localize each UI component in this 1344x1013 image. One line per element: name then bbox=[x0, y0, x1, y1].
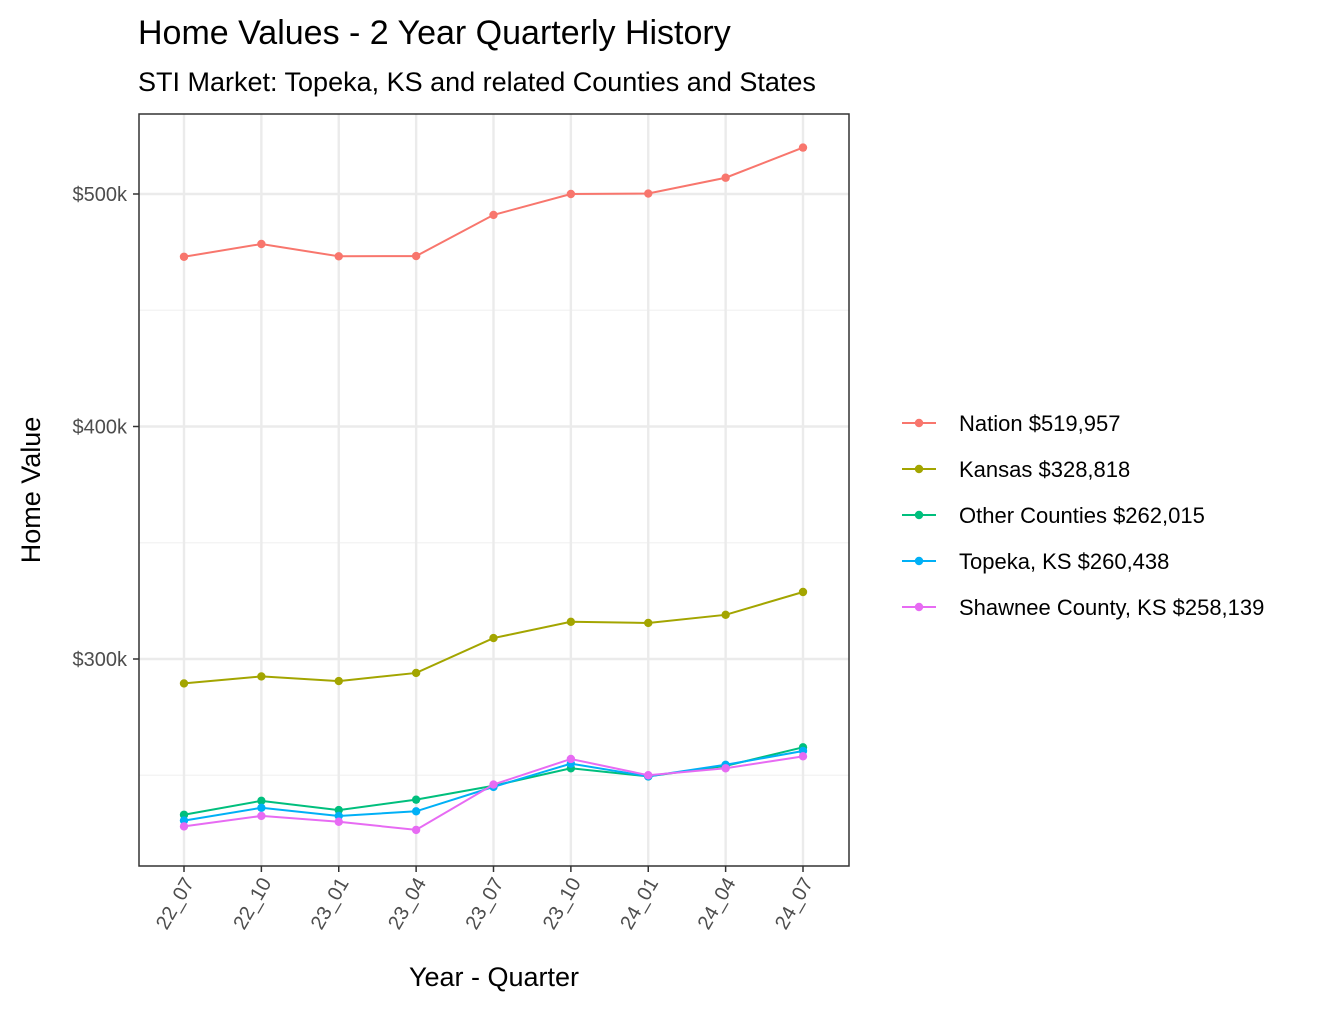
y-tick-label: $400k bbox=[73, 417, 128, 439]
data-point bbox=[257, 672, 266, 681]
data-point bbox=[179, 822, 189, 831]
data-point bbox=[411, 795, 421, 804]
chart-subtitle: STI Market: Topeka, KS and related Count… bbox=[138, 67, 816, 97]
x-tick-label: 22_10 bbox=[229, 874, 276, 933]
data-point bbox=[566, 754, 576, 764]
y-axis: $300k $400k $500k bbox=[73, 184, 139, 671]
data-point bbox=[721, 173, 730, 182]
x-tick-label: 23_10 bbox=[539, 874, 586, 933]
data-point bbox=[334, 811, 343, 821]
data-point bbox=[334, 805, 343, 815]
data-point bbox=[566, 617, 576, 626]
x-tick-label: 22_07 bbox=[152, 874, 199, 933]
x-axis-title: Year - Quarter bbox=[409, 962, 579, 992]
series-4 bbox=[179, 752, 808, 835]
legend-key-point bbox=[914, 556, 924, 566]
legend-item: Kansas $328,818 bbox=[902, 457, 1130, 482]
data-point bbox=[257, 239, 266, 249]
legend-key-point bbox=[914, 510, 924, 520]
data-point bbox=[798, 752, 808, 761]
series-0 bbox=[179, 143, 808, 261]
data-point bbox=[644, 771, 653, 780]
data-point bbox=[257, 796, 266, 806]
x-tick-label: 23_07 bbox=[462, 874, 509, 933]
data-point bbox=[489, 633, 498, 643]
grid-lines bbox=[139, 114, 849, 866]
chart-title: Home Values - 2 Year Quarterly History bbox=[138, 14, 731, 52]
data-point bbox=[411, 825, 421, 835]
data-point bbox=[179, 252, 189, 261]
legend-item: Nation $519,957 bbox=[902, 411, 1120, 436]
legend-key-point bbox=[914, 602, 924, 612]
legend-item: Topeka, KS $260,438 bbox=[902, 549, 1169, 574]
x-tick-label: 24_07 bbox=[771, 874, 818, 933]
y-axis-title: Home Value bbox=[16, 417, 46, 564]
data-point bbox=[411, 807, 421, 816]
y-tick-label: $500k bbox=[73, 184, 128, 206]
data-point bbox=[334, 817, 343, 826]
legend-key-point bbox=[914, 418, 924, 428]
data-point bbox=[257, 803, 266, 812]
legend-label: Shawnee County, KS $258,139 bbox=[959, 595, 1264, 620]
x-tick-label: 23_01 bbox=[307, 874, 354, 933]
legend-label: Topeka, KS $260,438 bbox=[959, 549, 1169, 574]
legend: Nation $519,957 Kansas $328,818 Other Coun… bbox=[902, 411, 1264, 620]
data-point bbox=[179, 679, 189, 688]
data-point bbox=[257, 811, 266, 821]
data-point bbox=[334, 676, 343, 686]
x-axis: 22_07 22_10 23_01 23_04 23_07 23_10 24_01 24_04… bbox=[152, 866, 818, 933]
data-point bbox=[721, 610, 730, 620]
x-tick-label: 24_04 bbox=[694, 874, 741, 933]
series-1 bbox=[179, 587, 808, 688]
data-point bbox=[644, 189, 653, 198]
data-point bbox=[798, 587, 808, 597]
plot-area bbox=[138, 113, 850, 867]
data-point bbox=[798, 143, 808, 152]
data-point bbox=[179, 810, 189, 819]
x-tick-label: 23_04 bbox=[384, 874, 431, 933]
legend-label: Nation $519,957 bbox=[959, 411, 1120, 436]
data-point bbox=[489, 780, 498, 789]
data-point bbox=[489, 210, 498, 220]
legend-label: Kansas $328,818 bbox=[959, 457, 1130, 482]
legend-item: Shawnee County, KS $258,139 bbox=[902, 595, 1264, 620]
legend-key-point bbox=[914, 464, 924, 474]
x-tick-label: 24_01 bbox=[616, 874, 663, 933]
data-point bbox=[334, 252, 343, 261]
legend-label: Other Counties $262,015 bbox=[959, 503, 1205, 528]
series-layer bbox=[179, 143, 808, 835]
y-tick-label: $300k bbox=[73, 649, 128, 671]
data-point bbox=[721, 764, 730, 773]
data-point bbox=[566, 189, 576, 199]
data-point bbox=[644, 618, 653, 628]
legend-item: Other Counties $262,015 bbox=[902, 503, 1205, 528]
data-point bbox=[411, 251, 421, 261]
data-point bbox=[411, 668, 421, 678]
data-point bbox=[179, 816, 189, 825]
